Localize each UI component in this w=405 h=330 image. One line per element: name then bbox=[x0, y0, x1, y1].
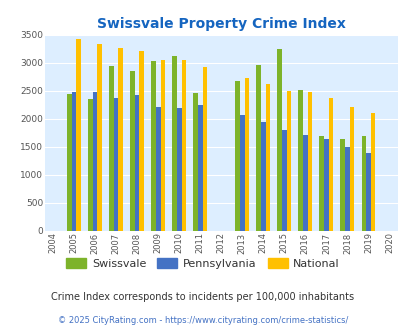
Bar bbox=[160, 60, 165, 231]
Bar bbox=[319, 136, 323, 231]
Bar bbox=[139, 51, 144, 231]
Bar bbox=[134, 95, 139, 231]
Bar bbox=[130, 71, 134, 231]
Bar bbox=[118, 48, 123, 231]
Bar bbox=[198, 105, 202, 231]
Bar bbox=[97, 44, 102, 231]
Bar bbox=[302, 135, 307, 231]
Bar bbox=[340, 139, 344, 231]
Bar bbox=[323, 139, 328, 231]
Bar bbox=[72, 92, 76, 231]
Bar bbox=[370, 113, 375, 231]
Bar bbox=[298, 90, 302, 231]
Bar bbox=[277, 49, 281, 231]
Bar bbox=[109, 65, 113, 231]
Bar bbox=[328, 98, 333, 231]
Bar bbox=[344, 148, 349, 231]
Text: © 2025 CityRating.com - https://www.cityrating.com/crime-statistics/: © 2025 CityRating.com - https://www.city… bbox=[58, 316, 347, 325]
Bar bbox=[281, 130, 286, 231]
Bar bbox=[360, 136, 365, 231]
Bar bbox=[151, 61, 156, 231]
Bar bbox=[365, 153, 370, 231]
Bar bbox=[307, 92, 311, 231]
Bar bbox=[76, 39, 81, 231]
Legend: Swissvale, Pennsylvania, National: Swissvale, Pennsylvania, National bbox=[62, 254, 343, 273]
Bar bbox=[286, 91, 290, 231]
Bar bbox=[113, 98, 118, 231]
Title: Swissvale Property Crime Index: Swissvale Property Crime Index bbox=[97, 17, 345, 31]
Bar bbox=[202, 67, 207, 231]
Bar bbox=[244, 78, 249, 231]
Bar bbox=[193, 93, 198, 231]
Text: Crime Index corresponds to incidents per 100,000 inhabitants: Crime Index corresponds to incidents per… bbox=[51, 292, 354, 302]
Bar bbox=[349, 107, 354, 231]
Bar bbox=[239, 115, 244, 231]
Bar bbox=[93, 92, 97, 231]
Bar bbox=[235, 81, 239, 231]
Bar bbox=[156, 107, 160, 231]
Bar bbox=[172, 56, 177, 231]
Bar bbox=[260, 121, 265, 231]
Bar bbox=[88, 99, 93, 231]
Bar bbox=[256, 65, 260, 231]
Bar bbox=[67, 93, 72, 231]
Bar bbox=[265, 84, 270, 231]
Bar bbox=[177, 108, 181, 231]
Bar bbox=[181, 60, 186, 231]
